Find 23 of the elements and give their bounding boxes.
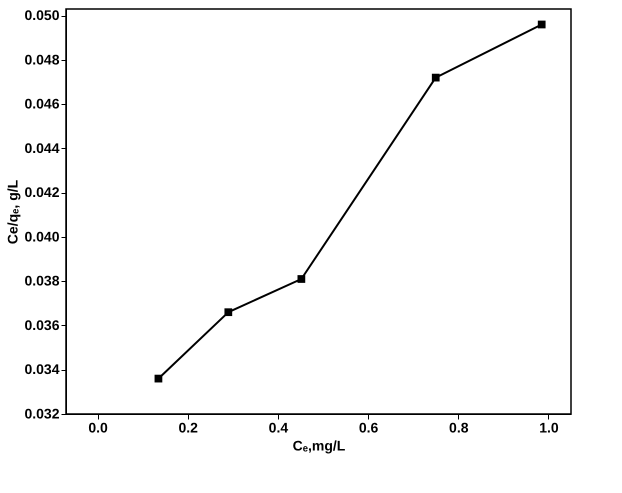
y-tick-label: 0.044 [24,140,60,156]
y-tick-label: 0.034 [24,361,60,378]
x-tick-label: 0.6 [358,420,379,436]
x-tick-label: 1.0 [539,420,559,436]
x-tick-label: 0.0 [88,420,108,436]
point [154,374,162,382]
y-axis-title: Ce/qₑ, g/L [4,179,20,244]
x-axis-title: Cₑ,mg/L [292,438,346,454]
point [224,308,232,316]
y-tick-label: 0.046 [24,96,60,112]
y-tick-label: 0.032 [24,406,60,422]
point [538,20,546,28]
x-tick-label: 0.2 [178,420,198,436]
y-tick-label: 0.038 [24,272,60,289]
y-tick-label: 0.042 [24,184,60,200]
x-tick-label: 0.8 [449,420,469,436]
x-tick-label: 0.4 [268,420,288,436]
point [297,275,306,283]
y-tick-label: 0.040 [24,228,60,244]
point [432,74,440,82]
y-tick-label: 0.048 [24,51,60,68]
y-tick-label: 0.036 [24,316,60,333]
y-tick-label: 0.050 [24,7,60,24]
